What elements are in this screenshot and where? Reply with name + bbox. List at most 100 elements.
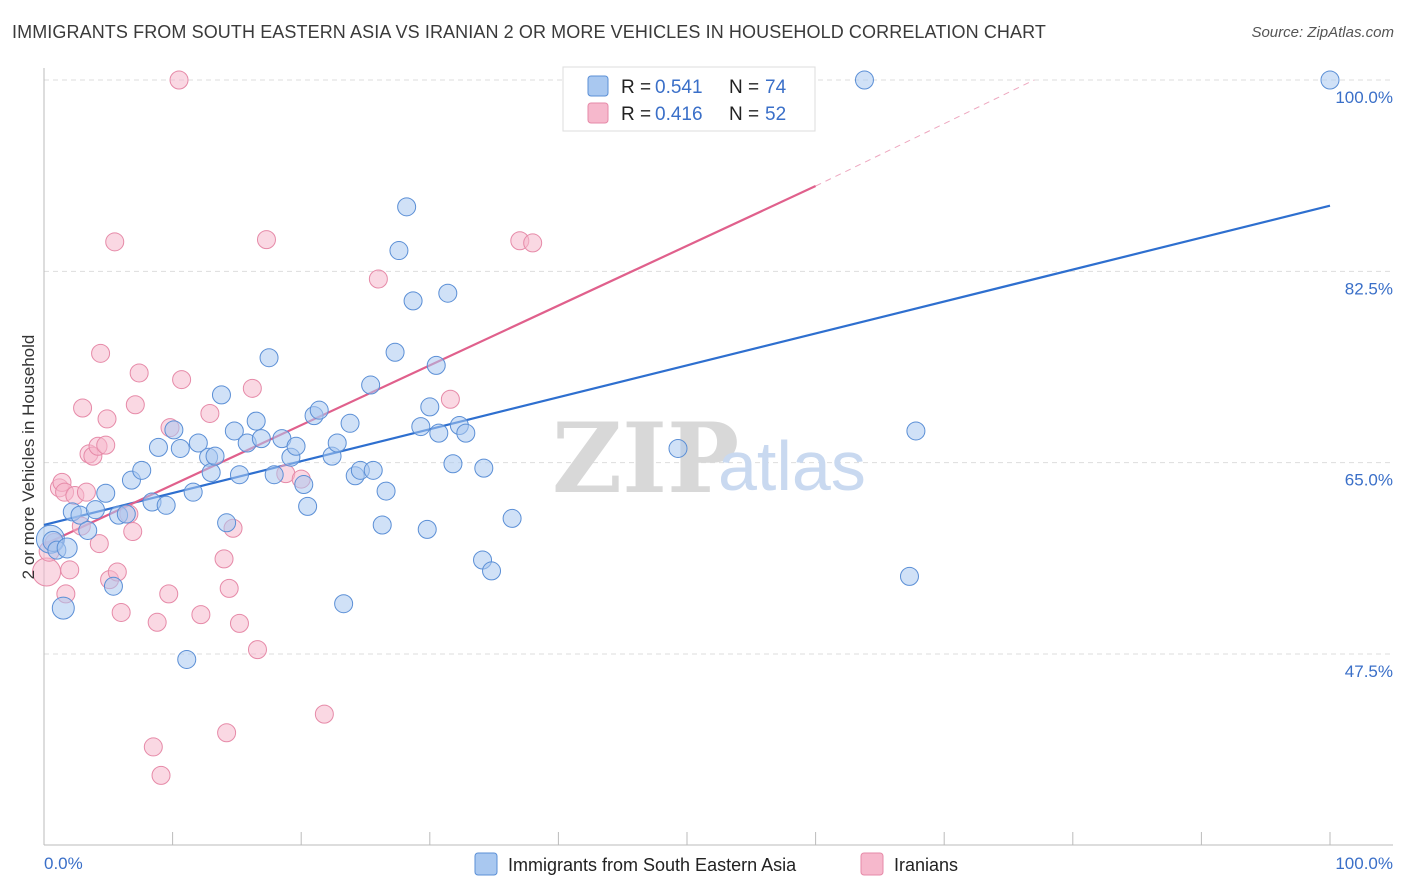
data-point-sea [474,458,494,478]
data-point-iranians [129,363,149,383]
x-tick-label-max: 100.0% [1335,854,1393,873]
data-point-iranians [219,578,239,598]
data-point-sea [56,537,78,559]
data-point-sea [385,342,405,362]
data-point-sea [170,438,190,458]
legend-n-label-pink: N = [729,104,759,125]
watermark-atlas: atlas [718,427,866,505]
data-point-iranians [123,522,143,542]
data-point-iranians [76,482,96,502]
data-point-iranians [229,613,249,633]
data-point-sea [482,561,502,581]
bottom-legend-label-blue: Immigrants from South Eastern Asia [508,855,797,875]
data-point-iranians [89,534,109,554]
x-tick-label-min: 0.0% [44,854,83,873]
data-point-sea [116,504,136,524]
x-tick-labels: 0.0% 100.0% [44,854,1393,873]
data-point-sea [177,649,197,669]
data-point-sea [443,454,463,474]
legend-box: R = 0.541 N = 74 R = 0.416 N = 52 [562,66,816,132]
data-point-iranians [191,605,211,625]
legend-r-label-pink: R = [621,104,651,125]
data-point-sea [376,481,396,501]
watermark-zip: ZIP [552,402,739,515]
y-tick-labels: 100.0% 82.5% 65.0% 47.5% [1335,88,1393,681]
data-point-iranians [172,370,192,390]
legend-r-value-pink: 0.416 [655,104,703,125]
data-point-iranians [214,549,234,569]
data-point-sea [1320,70,1340,90]
watermark: ZIP atlas [552,402,866,515]
data-point-sea [327,433,347,453]
x-ticks [43,832,1331,845]
data-point-sea [411,417,431,437]
data-point-iranians [105,232,125,252]
data-point-iranians [169,70,189,90]
data-point-sea [286,436,306,456]
data-point-iranians [97,409,117,429]
data-point-sea [906,421,926,441]
data-point-sea [854,70,874,90]
bottom-legend-swatch-blue [474,852,498,876]
data-point-sea [298,496,318,516]
grid-lines [44,79,1393,655]
y-tick-label: 100.0% [1335,88,1393,107]
legend-swatch-pink [587,102,609,124]
data-point-iranians [143,737,163,757]
data-point-iranians [159,584,179,604]
legend-n-value-pink: 52 [765,104,786,125]
data-point-iranians [247,640,267,660]
legend-swatch-blue [587,75,609,97]
data-point-sea [251,429,271,449]
legend-r-value-blue: 0.541 [655,77,703,98]
data-point-sea [188,433,208,453]
legend-r-label-blue: R = [621,77,651,98]
data-point-sea [361,375,381,395]
data-point-sea [294,475,314,495]
y-axis-title: 2 or more Vehicles in Household [19,335,38,580]
data-point-iranians [60,560,80,580]
bottom-legend: Immigrants from South Eastern Asia Irani… [474,852,958,876]
data-point-iranians [440,389,460,409]
y-tick-label: 82.5% [1345,279,1393,298]
data-point-iranians [368,269,388,289]
data-point-sea [259,348,279,368]
data-point-sea [164,420,184,440]
data-point-iranians [256,230,276,250]
legend-n-label-blue: N = [729,77,759,98]
data-point-iranians [200,403,220,423]
data-point-sea [224,421,244,441]
data-point-sea [417,519,437,539]
series-sea [35,70,1340,669]
y-tick-label: 65.0% [1345,471,1393,490]
data-point-sea [148,437,168,457]
bottom-legend-swatch-pink [860,852,884,876]
data-point-iranians [242,378,262,398]
data-point-iranians [314,704,334,724]
trendline-sea [43,204,1331,527]
data-point-iranians [523,233,543,253]
data-point-sea [397,197,417,217]
data-point-sea [334,594,354,614]
axes [43,68,1393,846]
data-point-sea [420,397,440,417]
data-point-iranians [96,435,116,455]
data-point-sea [403,291,423,311]
data-point-iranians [73,398,93,418]
source-label: Source: ZipAtlas.com [1251,24,1394,41]
data-point-sea [51,596,75,620]
data-point-sea [372,515,392,535]
data-point-sea [183,482,203,502]
data-point-sea [78,520,98,540]
data-point-sea [201,463,221,483]
data-point-sea [211,385,231,405]
data-point-sea [103,576,123,596]
data-point-iranians [111,602,131,622]
data-point-sea [217,513,237,533]
data-point-sea [429,423,449,443]
chart-title: IMMIGRANTS FROM SOUTH EASTERN ASIA VS IR… [12,22,1046,42]
bottom-legend-label-pink: Iranians [894,855,958,875]
data-point-sea [246,411,266,431]
data-point-sea [363,460,383,480]
data-point-sea [264,465,284,485]
